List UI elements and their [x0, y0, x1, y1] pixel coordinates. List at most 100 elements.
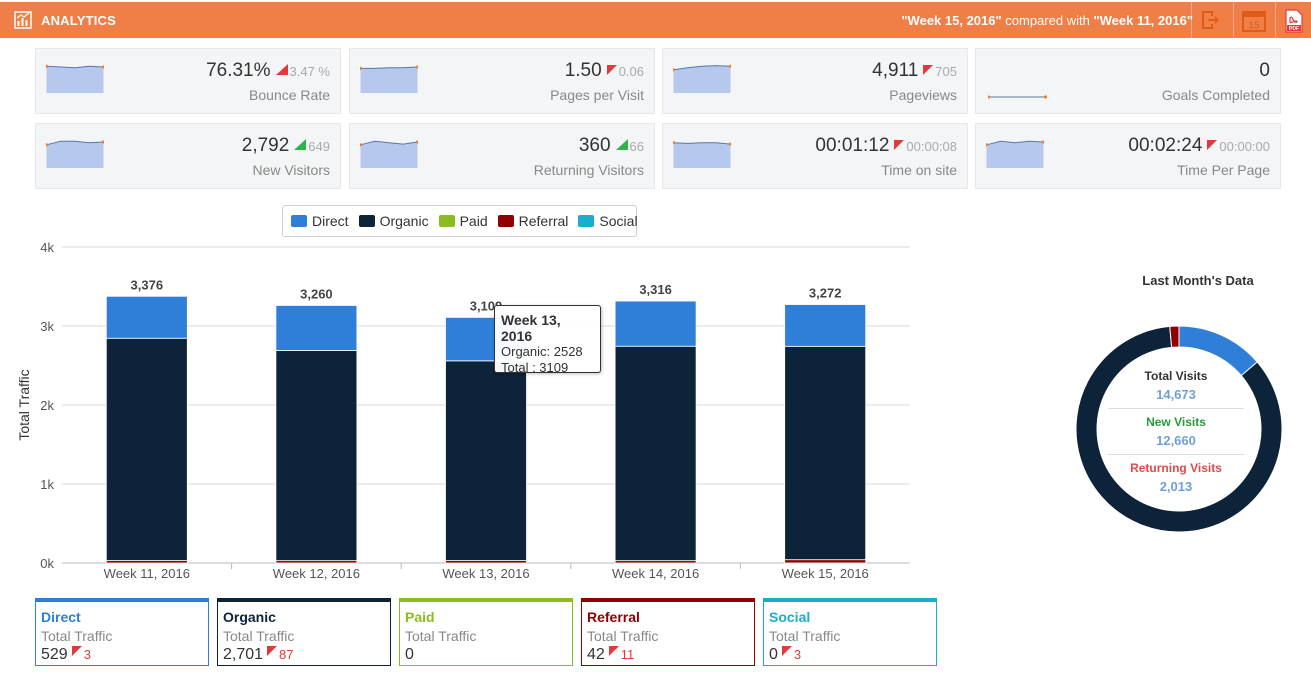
x-tick-label: Week 12, 2016: [273, 566, 360, 581]
card-value: 0: [405, 646, 414, 663]
bar-total-label: 3,272: [809, 286, 842, 301]
card-value: 529: [41, 646, 68, 663]
export-button[interactable]: [1191, 2, 1227, 38]
kpi-card[interactable]: 2,792 649 New Visitors: [35, 123, 341, 189]
trend-up-icon: [294, 139, 307, 150]
traffic-card-referral[interactable]: Referral Total Traffic 42 11: [581, 598, 755, 666]
legend-item-social[interactable]: Social: [578, 213, 638, 229]
sparkline-line: [46, 65, 104, 69]
sparkline: [360, 140, 418, 168]
card-value: 2,701: [223, 646, 264, 663]
bar-total-label: 3,260: [300, 286, 333, 301]
trend-down-icon: [894, 140, 905, 150]
legend-item-organic[interactable]: Organic: [358, 213, 429, 229]
bar-segment-referral[interactable]: [784, 559, 867, 564]
kpi-value-row: 2,792 649: [242, 135, 330, 157]
sparkline-point: [1043, 95, 1048, 99]
calendar-icon: 15: [1242, 11, 1266, 32]
sparkline-line: [360, 140, 418, 146]
page-title: ANALYTICS: [41, 13, 116, 28]
sparkline: [673, 64, 731, 93]
bar-segment-direct[interactable]: [784, 304, 867, 347]
card-value-row: 2,701 87: [223, 646, 385, 664]
sparkline-line: [673, 65, 731, 71]
sparkline: [46, 140, 104, 168]
trend-down-icon: [1207, 140, 1218, 150]
legend-label: Referral: [518, 213, 569, 229]
kpi-delta: 3.47 %: [289, 64, 330, 79]
donut-slice-referral[interactable]: [1169, 326, 1180, 348]
y-axis-label: Total Traffic: [16, 369, 32, 440]
kpi-value: 360: [578, 135, 611, 156]
bar-segment-organic[interactable]: [614, 345, 697, 562]
donut-slice-organic[interactable]: [1076, 326, 1282, 532]
traffic-card-direct[interactable]: Direct Total Traffic 529 3: [35, 598, 209, 666]
calendar-button[interactable]: 15: [1233, 2, 1269, 38]
bar-segment-organic[interactable]: [275, 350, 358, 562]
legend-swatch: [497, 215, 514, 227]
legend-item-direct[interactable]: Direct: [291, 213, 349, 229]
donut-divider: [1108, 408, 1244, 409]
traffic-card-organic[interactable]: Organic Total Traffic 2,701 87: [217, 598, 391, 666]
traffic-bar-chart: 0k 1k 2k 3k 4k Total Traffic 3,376 Week 11, 201…: [16, 240, 910, 581]
bar-segment-organic[interactable]: [105, 337, 188, 561]
trend-up-icon: [275, 64, 288, 75]
kpi-card[interactable]: 4,911 705 Pageviews: [662, 48, 968, 114]
bar-segment-direct[interactable]: [105, 295, 188, 339]
traffic-card-social[interactable]: Social Total Traffic 0 3: [763, 598, 937, 666]
bar-segment-organic[interactable]: [445, 360, 527, 561]
kpi-card[interactable]: 0 Goals Completed: [975, 48, 1281, 114]
card-subtitle: Total Traffic: [405, 628, 477, 644]
sparkline-point: [415, 140, 418, 144]
legend-label: Paid: [459, 213, 488, 229]
kpi-value-row: 00:01:12 00:00:08: [815, 135, 957, 157]
kpi-value: 4,911: [872, 60, 919, 81]
kpi-card[interactable]: 1.50 0.06 Pages per Visit: [349, 48, 655, 114]
sparkline: [986, 140, 1044, 168]
donut-title: Last Month's Data: [1142, 273, 1254, 288]
trend-down-icon: [71, 646, 82, 656]
card-subtitle: Total Traffic: [769, 628, 841, 644]
returning-visits-stat: Returning Visits 2,013: [1108, 461, 1244, 494]
legend-swatch: [438, 215, 455, 227]
bar-segment-organic[interactable]: [784, 345, 867, 561]
kpi-value-row: 360 66: [579, 135, 644, 157]
card-delta: 3: [83, 647, 91, 662]
sparkline-point: [360, 66, 363, 70]
legend-item-referral[interactable]: Referral: [497, 213, 569, 229]
comparison-text: "Week 15, 2016" compared with "Week 11, …: [901, 13, 1193, 28]
bar-total-label: 3,376: [131, 277, 164, 292]
x-tick-label: Week 13, 2016: [442, 566, 529, 581]
analytics-chart-icon: [14, 11, 32, 29]
sparkline-area: [360, 141, 418, 168]
pdf-button[interactable]: PDF: [1275, 2, 1311, 38]
legend-swatch: [358, 215, 375, 227]
sparkline-point: [101, 140, 104, 144]
legend-item-paid[interactable]: Paid: [438, 213, 488, 229]
trend-down-icon: [923, 65, 934, 75]
card-value: 42: [587, 646, 605, 663]
kpi-label: Pages per Visit: [550, 87, 644, 103]
donut-divider: [1108, 454, 1244, 455]
kpi-card[interactable]: 360 66 Returning Visitors: [349, 123, 655, 189]
bar-segment-direct[interactable]: [614, 300, 697, 347]
sparkline-point: [415, 65, 418, 69]
card-value-row: 0: [405, 646, 567, 664]
sparkline-line: [673, 142, 731, 145]
kpi-card[interactable]: 00:01:12 00:00:08 Time on site: [662, 123, 968, 189]
x-tick-label: Week 15, 2016: [782, 566, 869, 581]
total-visits-stat: Total Visits 14,673: [1108, 369, 1244, 402]
export-icon: [1202, 11, 1219, 29]
trend-down-icon: [267, 646, 278, 656]
sparkline-area: [673, 65, 731, 93]
traffic-card-paid[interactable]: Paid Total Traffic 0: [399, 598, 573, 666]
card-title: Paid: [405, 609, 435, 625]
trend-down-icon: [608, 646, 619, 656]
kpi-label: Time on site: [881, 162, 957, 178]
card-subtitle: Total Traffic: [223, 628, 295, 644]
kpi-card[interactable]: 00:02:24 00:00:00 Time Per Page: [975, 123, 1281, 189]
kpi-value-row: 4,911 705: [872, 60, 957, 82]
kpi-card[interactable]: 76.31% 3.47 % Bounce Rate: [35, 48, 341, 114]
sparkline-area: [673, 142, 731, 168]
bar-segment-direct[interactable]: [275, 305, 358, 351]
